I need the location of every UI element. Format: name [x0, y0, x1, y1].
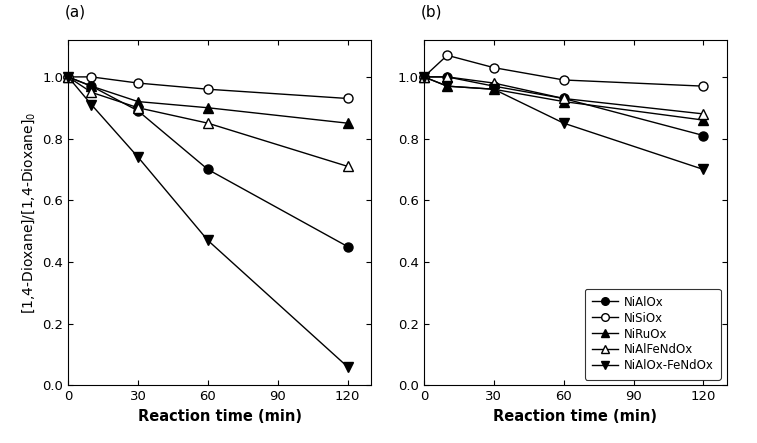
Legend: NiAlOx, NiSiOx, NiRuOx, NiAlFeNdOx, NiAlOx-FeNdOx: NiAlOx, NiSiOx, NiRuOx, NiAlFeNdOx, NiAl…: [585, 288, 721, 380]
X-axis label: Reaction time (min): Reaction time (min): [494, 409, 657, 424]
Text: (a): (a): [65, 4, 86, 19]
X-axis label: Reaction time (min): Reaction time (min): [138, 409, 301, 424]
Text: (b): (b): [421, 4, 442, 19]
Y-axis label: [1,4-Dioxane]/[1,4-Dioxane]$_0$: [1,4-Dioxane]/[1,4-Dioxane]$_0$: [20, 112, 36, 314]
